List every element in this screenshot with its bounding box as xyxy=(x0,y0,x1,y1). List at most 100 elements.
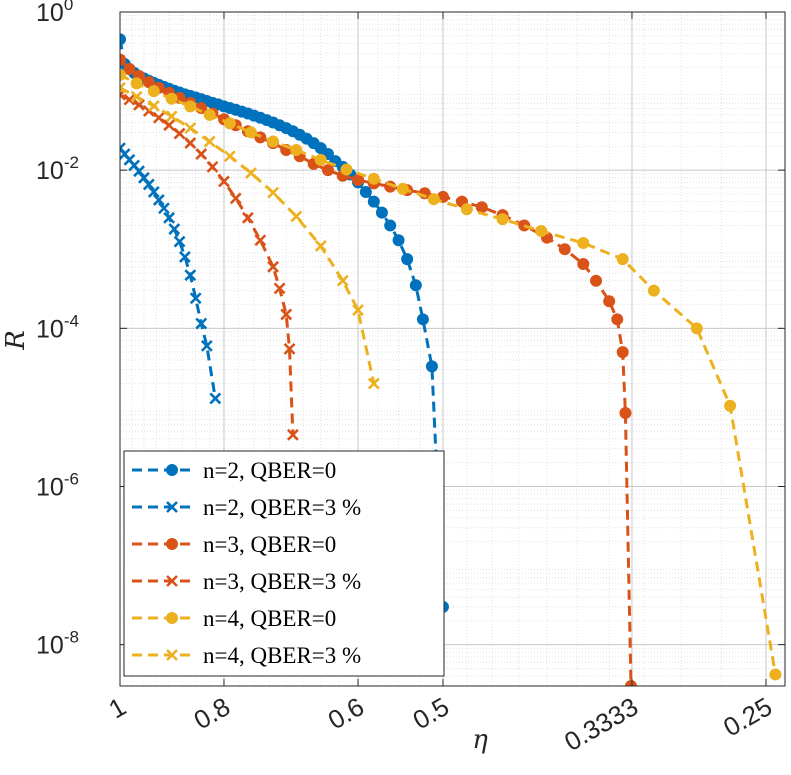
data-point xyxy=(173,235,186,248)
data-point xyxy=(321,164,334,177)
data-point xyxy=(590,274,603,287)
data-point xyxy=(409,279,422,292)
data-point xyxy=(577,258,590,271)
data-point xyxy=(616,253,629,266)
data-point xyxy=(392,234,405,247)
x-tick-label: 0.25 xyxy=(718,691,777,742)
legend-label: n=4, QBER=0 xyxy=(203,606,336,631)
data-point xyxy=(189,292,202,305)
series-line xyxy=(120,58,633,686)
data-point xyxy=(690,322,703,335)
data-point xyxy=(241,211,254,224)
series-layer xyxy=(120,33,782,686)
plot-frame xyxy=(119,11,786,687)
data-point xyxy=(367,377,380,390)
data-point xyxy=(218,175,230,188)
data-point xyxy=(200,339,213,352)
data-point xyxy=(290,210,303,223)
legend-marker xyxy=(166,538,178,550)
data-point xyxy=(427,193,440,206)
x-tick-label: 0.3333 xyxy=(559,691,643,757)
data-point xyxy=(142,76,155,89)
data-point xyxy=(280,308,293,321)
data-point xyxy=(359,185,372,198)
data-point xyxy=(163,119,176,132)
data-point xyxy=(401,253,414,266)
data-point xyxy=(496,213,509,226)
y-tick-label: 10-2 xyxy=(36,153,79,185)
legend-marker xyxy=(166,649,178,661)
data-point xyxy=(396,182,409,195)
data-point xyxy=(425,360,438,373)
data-point xyxy=(244,126,257,139)
legend-marker xyxy=(166,612,178,624)
data-point xyxy=(229,192,242,205)
data-point xyxy=(147,85,160,98)
data-point xyxy=(195,317,208,330)
data-point xyxy=(290,143,303,156)
legend-entry: n=3, QBER=3 % xyxy=(132,569,361,594)
data-point xyxy=(223,150,236,163)
x-tick-label: 0.5 xyxy=(408,691,454,735)
data-point xyxy=(165,92,178,105)
data-point xyxy=(245,167,257,179)
data-point xyxy=(611,313,624,326)
data-point xyxy=(314,153,327,166)
legend: n=2, QBER=0 n=2, QBER=3 % n=3, QBER=0 n=3, … xyxy=(123,450,445,677)
data-point xyxy=(352,304,364,317)
data-point xyxy=(173,127,186,140)
data-point xyxy=(203,135,216,148)
data-point xyxy=(133,98,145,111)
legend-label: n=2, QBER=3 % xyxy=(203,495,361,520)
data-point xyxy=(475,201,488,214)
data-point xyxy=(367,195,380,208)
data-point xyxy=(647,284,660,297)
data-point xyxy=(314,240,327,252)
data-point xyxy=(123,63,136,76)
x-tick-label: 0.8 xyxy=(189,691,235,735)
data-point xyxy=(619,406,632,419)
legend-entry: n=2, QBER=0 xyxy=(132,458,336,483)
data-point xyxy=(152,111,165,124)
data-point xyxy=(142,178,155,191)
data-point xyxy=(147,99,160,112)
data-point xyxy=(769,668,782,681)
x-tick-label: 0.6 xyxy=(323,691,369,735)
data-point xyxy=(130,90,143,103)
data-point xyxy=(535,225,548,238)
data-point xyxy=(624,680,637,686)
data-point xyxy=(267,260,279,273)
data-point xyxy=(184,100,197,113)
legend-label: n=2, QBER=0 xyxy=(203,458,336,483)
data-point xyxy=(123,93,136,106)
data-point xyxy=(184,269,197,282)
x-tick-label: 1 xyxy=(103,691,131,724)
series-6 xyxy=(120,81,380,390)
data-point xyxy=(254,234,267,247)
data-point xyxy=(273,282,286,295)
data-point xyxy=(184,137,197,150)
data-point xyxy=(120,68,126,81)
data-point xyxy=(130,77,143,90)
data-point xyxy=(158,202,170,215)
data-point xyxy=(340,163,353,176)
data-point xyxy=(120,33,126,46)
y-tick-label: 10-6 xyxy=(36,469,79,501)
data-point xyxy=(267,186,279,199)
data-point xyxy=(163,211,176,224)
data-point xyxy=(616,346,629,359)
data-point xyxy=(336,274,349,287)
legend-marker xyxy=(166,501,178,513)
legend-entry: n=2, QBER=3 % xyxy=(132,495,361,520)
data-point xyxy=(209,392,222,405)
data-point xyxy=(223,117,236,130)
data-point xyxy=(178,250,191,263)
data-point xyxy=(152,194,165,206)
data-point xyxy=(558,243,571,256)
data-point xyxy=(603,295,616,308)
data-point xyxy=(283,342,296,355)
data-point xyxy=(165,110,178,123)
data-point xyxy=(203,108,216,121)
data-point xyxy=(120,53,126,66)
